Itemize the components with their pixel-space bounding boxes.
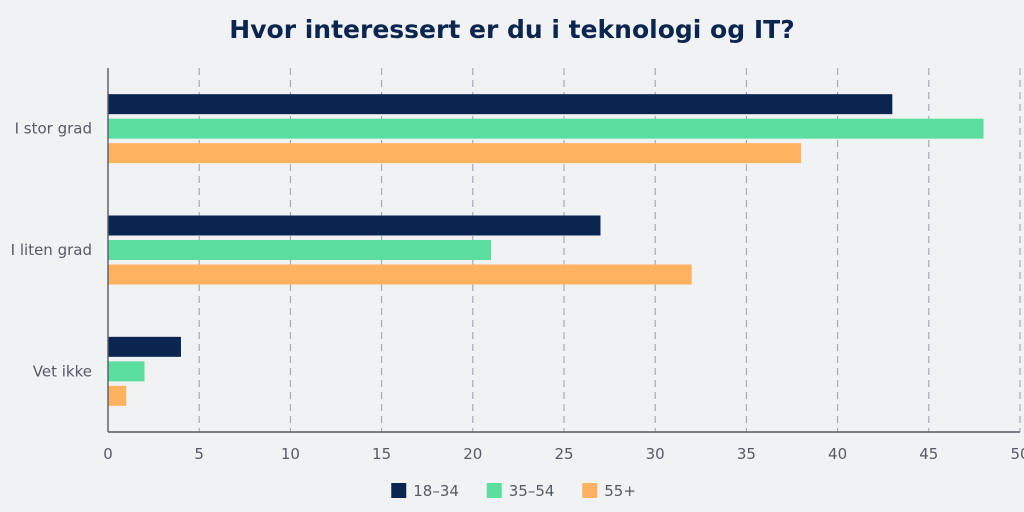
category-label: Vet ikke <box>33 362 92 380</box>
legend-swatch <box>391 483 407 498</box>
x-tick-label: 25 <box>554 445 573 463</box>
legend: 18–34 35–54 55+ <box>391 482 636 500</box>
x-tick-label: 10 <box>281 445 300 463</box>
legend-label: 35–54 <box>509 482 555 500</box>
legend-swatch <box>486 483 502 498</box>
x-tick-label: 50 <box>1010 445 1024 463</box>
x-tick-label: 35 <box>737 445 756 463</box>
legend-label: 55+ <box>604 482 636 500</box>
bar-3-3 <box>108 385 127 406</box>
chart-title: Hvor interessert er du i teknologi og IT… <box>229 15 794 44</box>
bar-1-2 <box>108 118 984 139</box>
bars <box>108 94 984 406</box>
x-tick-label: 40 <box>828 445 847 463</box>
bar-2-3 <box>108 264 692 285</box>
x-tick-label: 20 <box>463 445 482 463</box>
bar-2-2 <box>108 240 492 260</box>
category-label: I liten grad <box>11 241 92 259</box>
bar-2-1 <box>108 215 601 236</box>
legend-label: 18–34 <box>413 482 459 500</box>
bar-3-1 <box>108 336 181 357</box>
x-tick-labels: 0 5 10 15 20 25 30 35 40 45 50 <box>103 445 1024 463</box>
x-tick-label: 15 <box>372 445 391 463</box>
legend-swatch <box>582 483 598 498</box>
bar-1-3 <box>108 143 802 164</box>
x-tick-label: 45 <box>919 445 938 463</box>
x-tick-label: 30 <box>646 445 665 463</box>
x-tick-label: 0 <box>103 445 113 463</box>
bar-3-2 <box>108 361 145 382</box>
x-tick-label: 5 <box>194 445 204 463</box>
category-labels: I stor grad I liten grad Vet ikke <box>11 120 92 381</box>
category-label: I stor grad <box>15 120 92 138</box>
bar-1-1 <box>108 94 893 115</box>
